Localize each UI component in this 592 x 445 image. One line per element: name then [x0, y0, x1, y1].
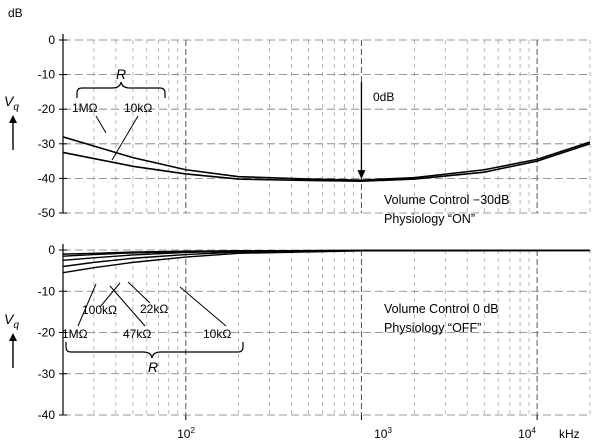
series-layer	[62, 136, 591, 274]
series-line-4-p1	[62, 249, 591, 274]
series-label-top-10k: 10kΩ	[124, 101, 152, 115]
caption-top-line1: Volume Control −30dB	[384, 193, 509, 207]
y-tick-label-3-p0: -30	[38, 137, 56, 151]
x-tick-label-10000: 104	[518, 426, 536, 441]
leader-top-1M	[95, 115, 107, 134]
series-label-bottom-47k: 47kΩ	[123, 327, 151, 341]
y-unit-label: dB	[8, 6, 23, 20]
caption-top-line2: Physiology “ON”	[384, 212, 475, 226]
series-label-bottom-1M: 1MΩ	[62, 327, 88, 341]
caption-bottom-line1: Volume Control 0 dB	[384, 302, 499, 316]
leader-bottom-3	[109, 285, 146, 327]
y-tick-label-2-p1: -20	[38, 326, 56, 340]
bracket-label-bottom: R	[148, 359, 158, 375]
series-label-bottom-10k: 10kΩ	[203, 327, 231, 341]
y-tick-label-3-p1: -30	[38, 367, 56, 381]
bracket-bottom	[65, 342, 244, 359]
leader-top-10k	[111, 115, 139, 161]
x-tick-label-100: 102	[177, 426, 195, 441]
annot-0db-arrow-head	[357, 170, 366, 180]
y-tick-label-0-p1: 0	[48, 243, 55, 257]
leader-bottom-1	[127, 281, 151, 304]
x-axis-unit: kHz	[559, 427, 580, 441]
caption-bottom-line2: Physiology “OFF”	[384, 321, 481, 335]
bracket-top	[76, 81, 166, 98]
y-tick-label-4-p1: -40	[38, 408, 56, 422]
y-tick-label-1-p0: -10	[38, 68, 56, 82]
leader-bottom-2	[77, 283, 97, 327]
annotation-layer	[65, 81, 366, 359]
axes-layer: 0 -10 -20 -30 -40 -50 0 -10 -20 -30 -40	[9, 33, 538, 422]
ylabel-arrow-head-p0	[9, 115, 17, 123]
series-line-0-p0	[62, 136, 591, 181]
y-tick-label-2-p0: -20	[38, 102, 56, 116]
leader-bottom-0	[99, 282, 121, 308]
x-tick-label-1000: 103	[374, 426, 392, 441]
y-tick-label-1-p1: -10	[38, 284, 56, 298]
annot-0db: 0dB	[373, 90, 394, 104]
ylabel-arrow-head-p1	[9, 333, 17, 341]
grid-layer	[62, 39, 591, 416]
series-label-bottom-100k: 100kΩ	[82, 303, 117, 317]
ylabel-bottom: Vq	[4, 311, 19, 331]
series-label-top-1M: 1MΩ	[72, 101, 98, 115]
y-tick-label-4-p0: -40	[38, 171, 56, 185]
y-tick-label-0-p0: 0	[48, 33, 55, 47]
series-label-bottom-22k: 22kΩ	[140, 302, 168, 316]
bracket-label-top: R	[116, 66, 126, 82]
y-tick-label-5-p0: -50	[38, 206, 56, 220]
ylabel-top: Vq	[4, 93, 19, 113]
series-line-1-p0	[62, 143, 591, 182]
leader-bottom-4	[179, 286, 227, 327]
